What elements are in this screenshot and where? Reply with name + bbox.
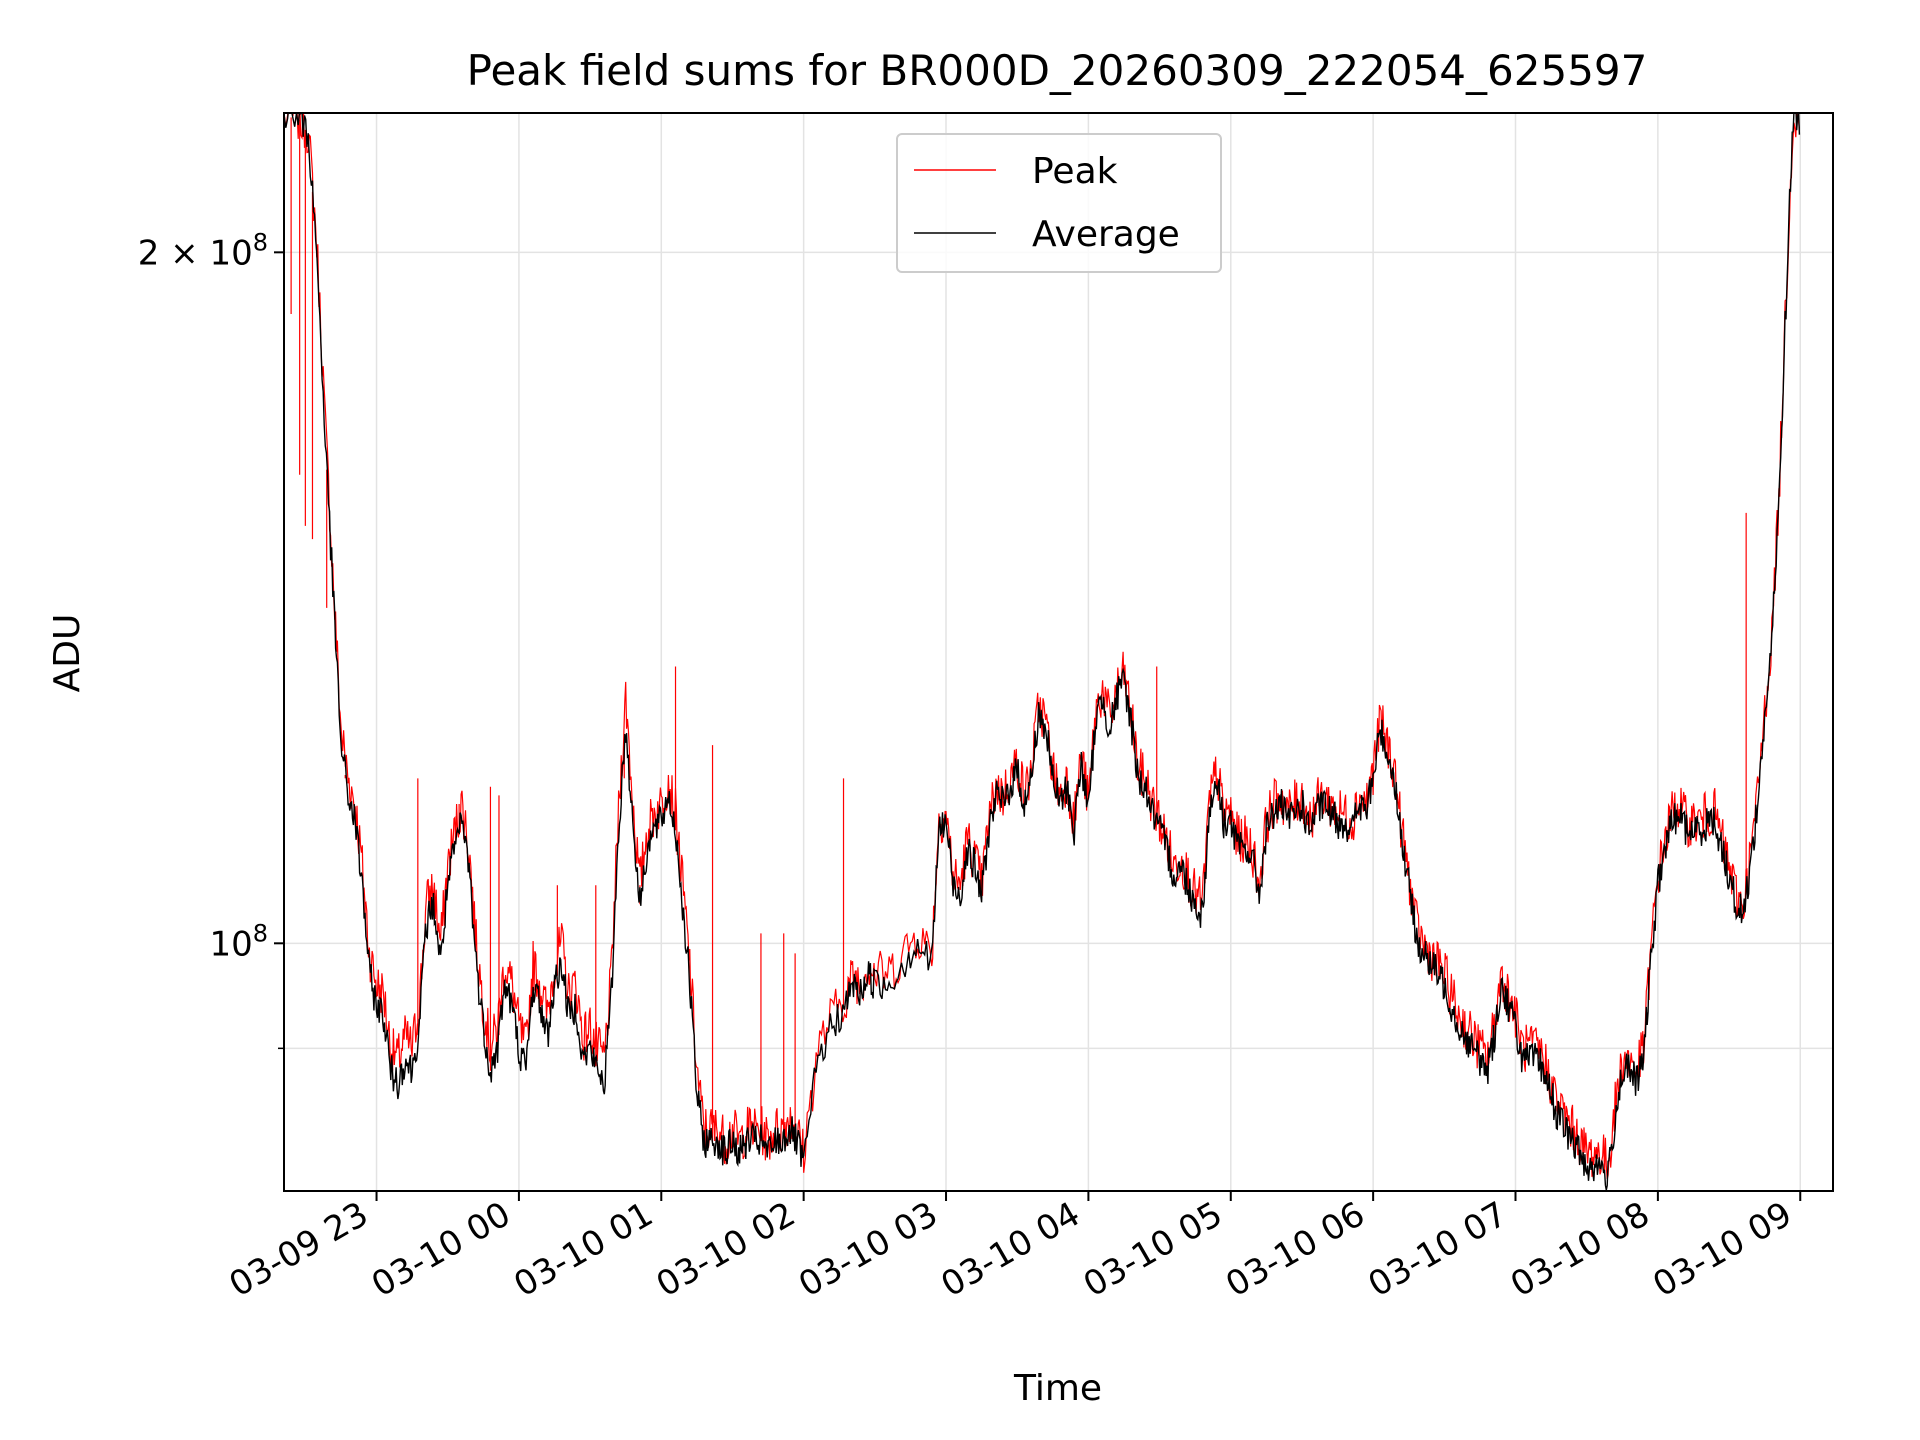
y-tick-label-exponent: 8 [253,228,268,256]
chart-svg: Peak field sums for BR000D_20260309_2220… [0,0,1920,1440]
y-tick-label: 2 × 108 [138,228,268,273]
x-axis-label: Time [1013,1368,1102,1409]
legend: Peak Average [897,134,1221,272]
y-tick-label-base: 2 × 10 [138,233,253,273]
chart-figure: Peak field sums for BR000D_20260309_2220… [0,0,1920,1440]
chart-title: Peak field sums for BR000D_20260309_2220… [467,46,1648,95]
y-axis-label: ADU [47,614,88,693]
legend-peak-label: Peak [1032,151,1118,192]
y-tick-label-exponent: 8 [253,919,268,947]
legend-average-label: Average [1032,214,1180,255]
y-tick-label-base: 10 [209,924,252,964]
